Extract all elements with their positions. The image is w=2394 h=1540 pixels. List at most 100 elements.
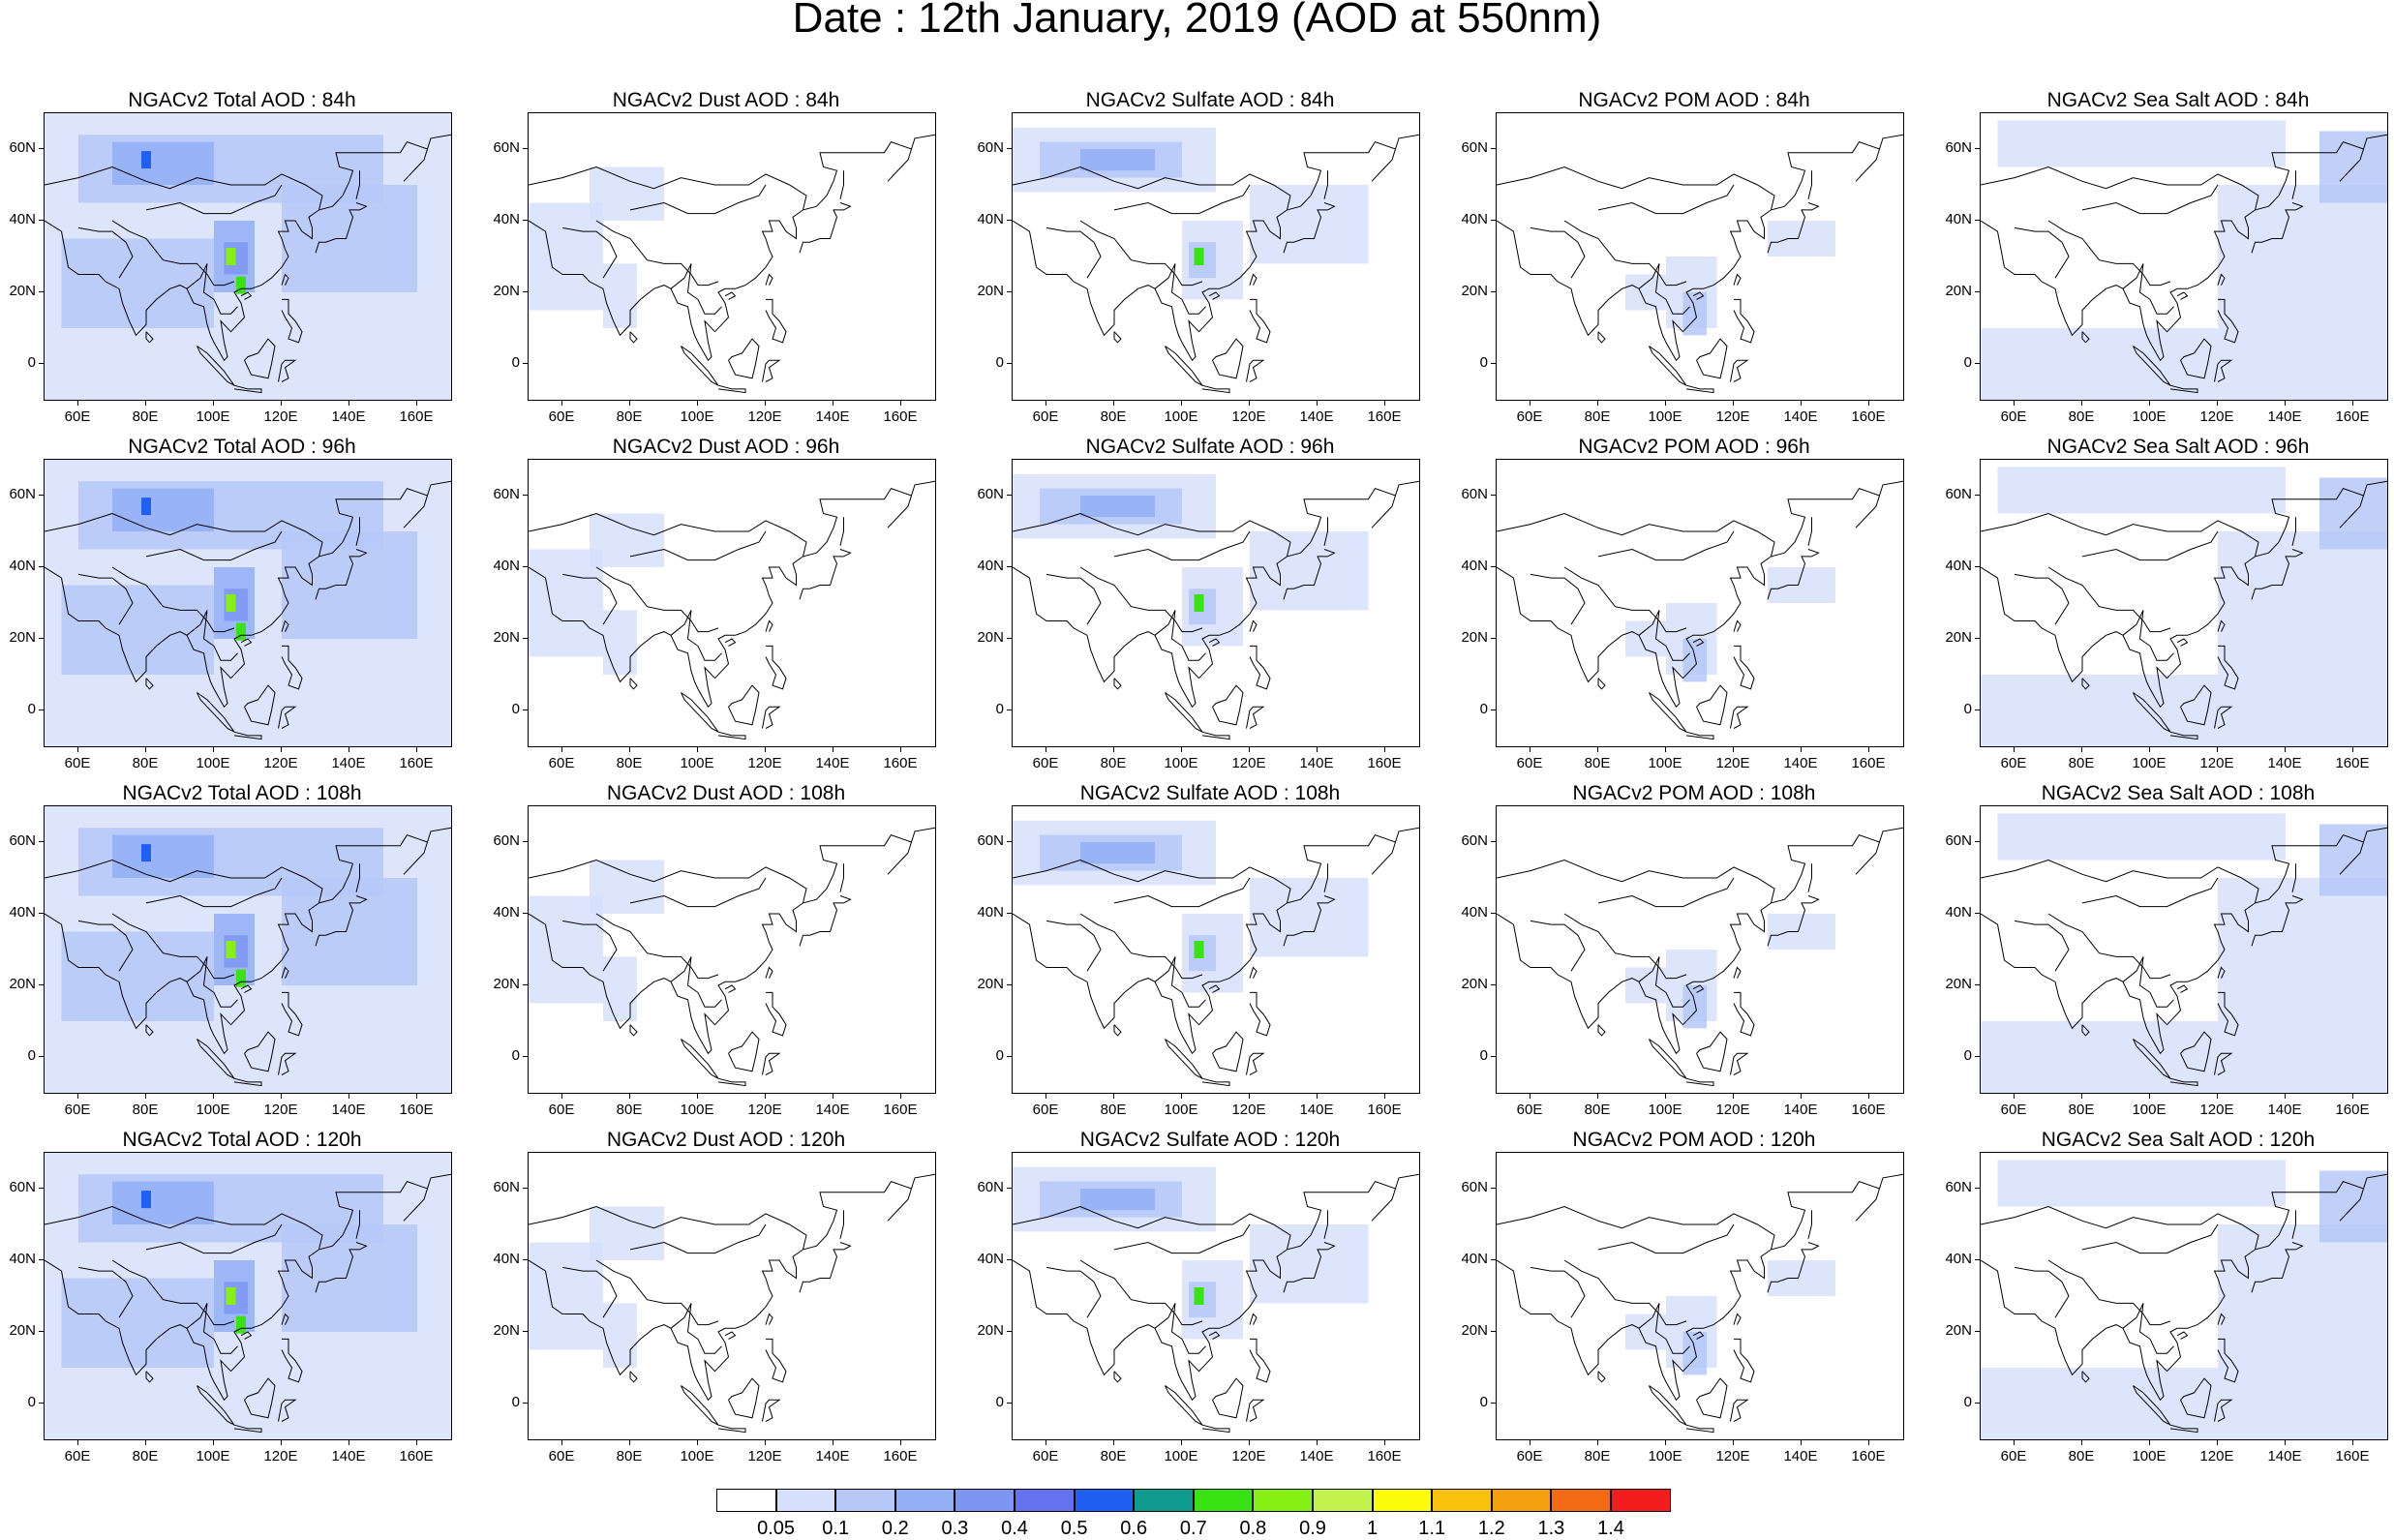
coastline [2214,706,2233,729]
coastline [1530,1266,1586,1318]
lon-label: 140E [2267,408,2302,425]
coastline [197,1039,235,1079]
coastline [1597,530,1735,561]
coastline [2251,895,2304,947]
tick [1007,1188,1012,1189]
coastline [315,549,368,600]
coastline [1323,517,1328,546]
tick [145,747,146,752]
aod-field-cell [1080,149,1155,171]
tick [523,1056,528,1057]
coastline [1638,263,1690,315]
aod-map [529,827,935,1087]
lon-label: 120E [1231,1102,1266,1118]
tick [1868,1440,1869,1445]
lon-label: 140E [331,1448,366,1465]
aod-field-cell [61,585,214,675]
coastline [1497,166,1775,211]
lon-label: 80E [1584,408,1611,425]
coastline [355,863,360,892]
tick [39,1188,44,1189]
coastline [529,134,935,362]
tick [629,1440,630,1445]
lon-label: 100E [2132,1102,2167,1118]
coastline [1212,684,1244,726]
coastline [281,619,289,632]
coastline [1154,263,1206,315]
lon-label: 120E [263,1102,298,1118]
lon-label: 160E [399,408,434,425]
tick [1045,401,1046,406]
coastline [1597,678,1606,690]
lon-label: 60E [2000,1102,2027,1118]
coastline [111,566,235,633]
coastline [45,166,323,211]
coastline [145,1371,154,1383]
lat-label: 20N [977,629,1004,646]
lat-label: 40N [493,904,520,921]
tick [416,401,417,406]
coastline [45,480,451,709]
coastline [1013,1205,1291,1251]
lat-label: 20N [977,976,1004,992]
lat-label: 40N [977,904,1004,921]
coastline [670,263,722,315]
coastline [2122,263,2174,315]
coastline [765,991,787,1037]
tick [2081,1094,2082,1099]
aod-map [45,1153,451,1439]
lat-label: 20N [493,629,520,646]
coastline [1212,1377,1244,1419]
coastline [1249,298,1271,344]
tick [523,1403,528,1404]
tick [2285,401,2286,406]
tick [39,363,44,364]
lat-label: 20N [1945,976,1972,992]
lon-label: 140E [815,1102,850,1118]
coastline [1981,1205,2259,1251]
lon-label: 160E [2335,408,2370,425]
tick [2217,1094,2218,1099]
coastline [1649,1385,1687,1426]
map-panel-dust: NGACv2 Dust AOD : 108h 60N 40N 20N 0 60E 80E 10… [484,782,968,1127]
lon-label: 60E [2000,408,2027,425]
coastline [728,1031,760,1072]
coastline [629,678,638,690]
lat-label: 20N [1461,629,1488,646]
coastline [145,331,154,344]
coastline [2014,920,2070,972]
coastline [2180,684,2212,726]
tick [39,291,44,292]
aod-map [1497,827,1903,1087]
aod-map [1981,467,2387,746]
colorbar-swatch [1193,1489,1254,1512]
lat-label: 60N [977,1179,1004,1195]
aod-field-cell [1768,1260,1835,1296]
lon-label: 60E [1516,1448,1543,1465]
tick [1975,566,1980,567]
aod-field-cell [2218,185,2387,328]
coastline [1283,895,1336,947]
coastline [2081,1223,2219,1254]
colorbar-swatch [1611,1489,1671,1512]
tick [1491,638,1496,639]
panel-title: NGACv2 POM AOD : 84h [1578,89,1810,111]
lon-label: 160E [2335,1102,2370,1118]
tick [1491,1403,1496,1404]
lat-label: 60N [1945,832,1972,849]
coastline [839,1210,844,1239]
coastline [281,991,303,1037]
lon-label: 100E [1164,1448,1198,1465]
coastline [681,692,719,733]
coastline [1767,1242,1820,1293]
tick [900,401,901,406]
coastline [2133,692,2171,733]
tick [523,148,528,149]
tick [1181,401,1182,406]
coastline [762,1052,781,1075]
map-panel-total: NGACv2 Total AOD : 120h 60N 40N 20N 0 60E 80E 1… [0,1129,484,1473]
aod-hotspot [236,622,246,641]
lon-label: 120E [2199,408,2234,425]
coastline [1013,134,1419,362]
aod-hotspot [141,844,151,862]
